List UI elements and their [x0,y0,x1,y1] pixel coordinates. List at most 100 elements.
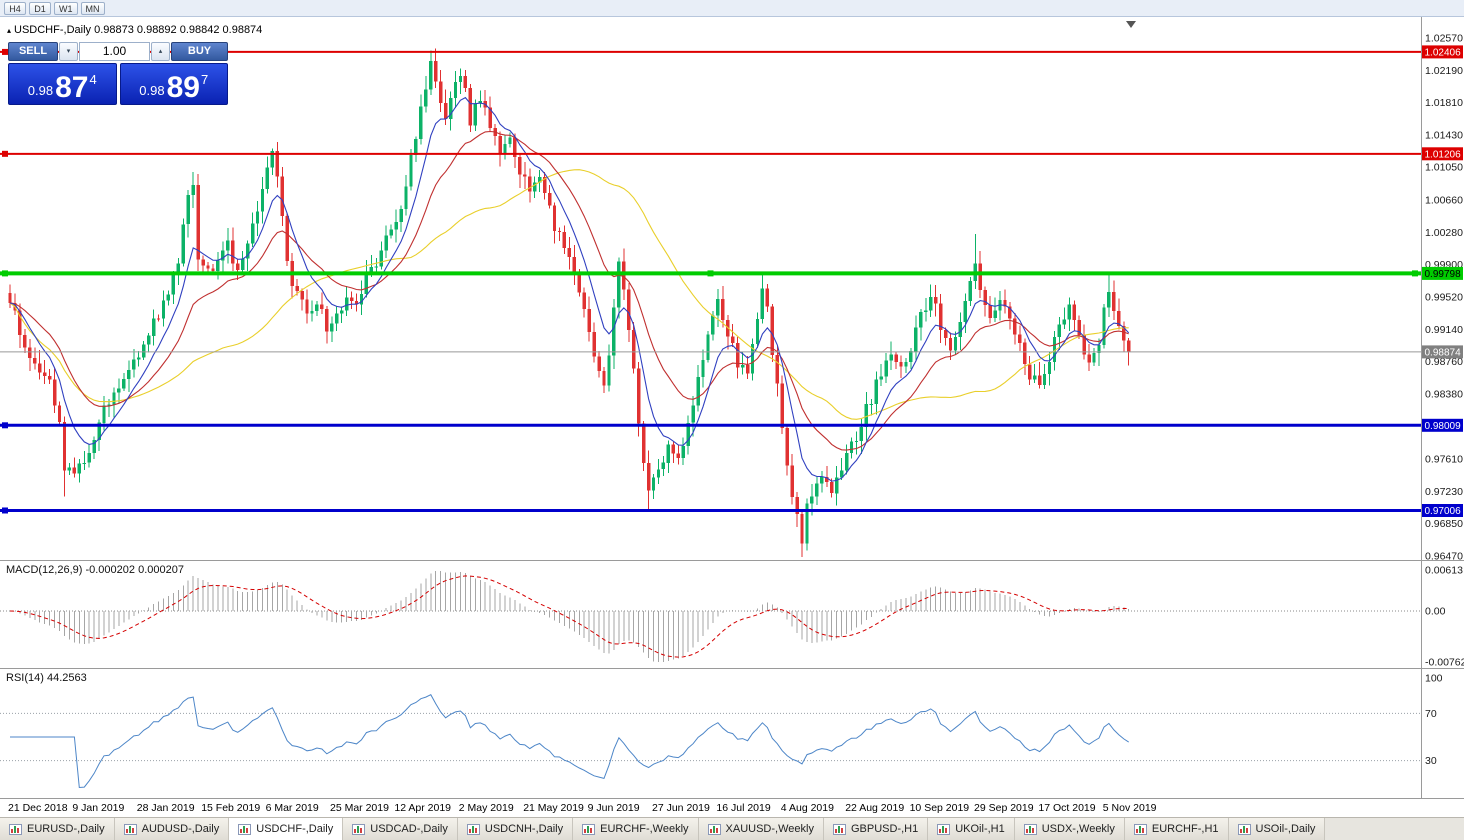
svg-text:25 Mar 2019: 25 Mar 2019 [330,802,389,814]
svg-text:1.01810: 1.01810 [1425,97,1463,109]
chart-tab[interactable]: AUDUSD-,Daily [114,818,230,840]
sell-price-panel[interactable]: 0.98 87 4 [8,63,117,105]
svg-text:15 Feb 2019: 15 Feb 2019 [201,802,260,814]
mini-chart-icon [9,823,22,835]
svg-text:0.99140: 0.99140 [1425,324,1463,336]
hline-handle[interactable] [1412,270,1418,277]
svg-text:0.98760: 0.98760 [1425,356,1463,368]
hline-handle[interactable] [2,150,8,157]
ma-8-line [9,96,1130,482]
svg-text:0.98009: 0.98009 [1425,421,1462,432]
svg-text:0.96470: 0.96470 [1425,551,1463,563]
buy-price-panel[interactable]: 0.98 89 7 [119,63,228,105]
chart-tab[interactable]: USOil-,Daily [1228,818,1326,840]
svg-text:100: 100 [1425,673,1443,685]
mini-chart-icon [707,823,721,835]
macd-panel: 0.00613 0.00 -0.00762 [0,565,1464,669]
svg-text:0.97006: 0.97006 [1425,506,1462,517]
svg-text:29 Sep 2019: 29 Sep 2019 [974,802,1034,814]
mini-chart-icon [466,823,480,835]
chart-tab[interactable]: USDX-,Weekly [1014,818,1125,840]
chart-tab[interactable]: USDCAD-,Daily [343,818,458,840]
svg-text:1.00280: 1.00280 [1425,227,1463,239]
chart-title: ▴ USDCHF-,Daily 0.98873 0.98892 0.98842 0… [7,24,262,36]
hline-handle[interactable] [2,507,8,514]
hline-handle[interactable] [2,48,8,55]
svg-text:70: 70 [1425,708,1437,720]
mini-chart-icon [1133,823,1147,835]
svg-text:-0.00762: -0.00762 [1425,657,1464,669]
mini-chart-icon [238,823,252,835]
ma-44-line [9,169,1129,420]
chart-tab[interactable]: EURUSD-,Daily [0,818,115,840]
volume-increase-icon[interactable]: ▴ [151,42,170,61]
chart-shift-icon[interactable] [1126,21,1136,28]
timeframe-button-h4[interactable]: H4 [4,1,26,15]
svg-text:0.97610: 0.97610 [1425,454,1463,466]
candles [8,48,1131,557]
chart-ohlc-values: 0.98873 0.98892 0.98842 0.98874 [94,24,263,36]
rsi-label: RSI(14) 44.2563 [6,672,87,684]
chart-tab[interactable]: USDCNH-,Daily [457,818,574,840]
chart-tab[interactable]: USDCHF-,Daily [229,818,344,840]
svg-text:0.00: 0.00 [1425,606,1446,618]
timeframe-button-d1[interactable]: D1 [29,1,51,15]
price-lines[interactable] [0,48,1421,514]
timeframe-button-w1[interactable]: W1 [54,1,78,15]
sell-price-sup: 4 [89,72,97,87]
buy-button[interactable]: BUY [171,42,228,61]
mini-chart-icon [832,823,846,835]
chart-tab[interactable]: GBPUSD-,H1 [823,818,929,840]
svg-text:28 Jan 2019: 28 Jan 2019 [137,802,195,814]
sell-button[interactable]: SELL [8,42,58,61]
svg-text:30: 30 [1425,755,1437,767]
volume-input[interactable]: 1.00 [79,42,150,61]
macd-signal-line [9,575,1129,658]
mini-chart-icon [1023,823,1037,835]
hline-handle[interactable] [707,270,714,277]
svg-text:1.01206: 1.01206 [1425,149,1462,160]
svg-text:0.98874: 0.98874 [1425,347,1462,358]
svg-text:21 May 2019: 21 May 2019 [523,802,584,814]
rsi-panel: 100 70 30 [0,673,1443,789]
timeframe-button-mn[interactable]: MN [80,1,105,15]
timeframe-toolbar: H4 D1 W1 MN [0,0,1464,17]
svg-text:9 Jun 2019: 9 Jun 2019 [588,802,640,814]
chart-symbol-label: USDCHF-,Daily [14,24,92,36]
volume-decrease-icon[interactable]: ▾ [59,42,78,61]
svg-text:1.01430: 1.01430 [1425,129,1463,141]
svg-text:16 Jul 2019: 16 Jul 2019 [716,802,770,814]
svg-text:27 Jun 2019: 27 Jun 2019 [652,802,710,814]
mini-chart-icon [352,823,366,835]
ma-20-line [9,130,1129,451]
svg-text:2 May 2019: 2 May 2019 [459,802,514,814]
moving-averages [9,96,1130,482]
svg-text:5 Nov 2019: 5 Nov 2019 [1103,802,1157,814]
hline-handle[interactable] [2,270,8,277]
macd-histogram [14,571,1130,662]
mini-chart-icon [582,823,596,835]
one-click-trading-panel: SELL ▾ 1.00 ▴ BUY 0.98 87 4 0.98 89 7 [8,42,228,105]
chart-tab[interactable]: EURCHF-,Weekly [573,818,699,840]
mini-chart-icon [937,823,951,835]
buy-price-sup: 7 [200,72,209,87]
price-badges: 1.02406 1.01206 0.99798 0.98009 0.97006 0.988… [1422,45,1463,517]
buy-price-prefix: 0.98 [139,83,165,98]
svg-text:4 Aug 2019: 4 Aug 2019 [781,802,834,814]
svg-text:1.02570: 1.02570 [1425,33,1463,45]
one-click-top-row: SELL ▾ 1.00 ▴ BUY [8,42,228,61]
svg-text:10 Sep 2019: 10 Sep 2019 [910,802,970,814]
svg-text:9 Jan 2019: 9 Jan 2019 [72,802,124,814]
collapse-icon[interactable]: ▴ [7,26,12,35]
svg-text:12 Apr 2019: 12 Apr 2019 [394,802,451,814]
chart-tab[interactable]: XAUUSD-,Weekly [698,818,824,840]
chart-tab[interactable]: UKOil-,H1 [928,818,1015,840]
svg-text:1.00660: 1.00660 [1425,195,1463,207]
svg-text:21 Dec 2018: 21 Dec 2018 [8,802,68,814]
date-axis: 21 Dec 2018 9 Jan 2019 28 Jan 2019 15 Feb 2… [8,802,1157,814]
chart-tab[interactable]: EURCHF-,H1 [1124,818,1229,840]
svg-text:0.98380: 0.98380 [1425,388,1463,400]
hline-handle[interactable] [2,422,8,429]
